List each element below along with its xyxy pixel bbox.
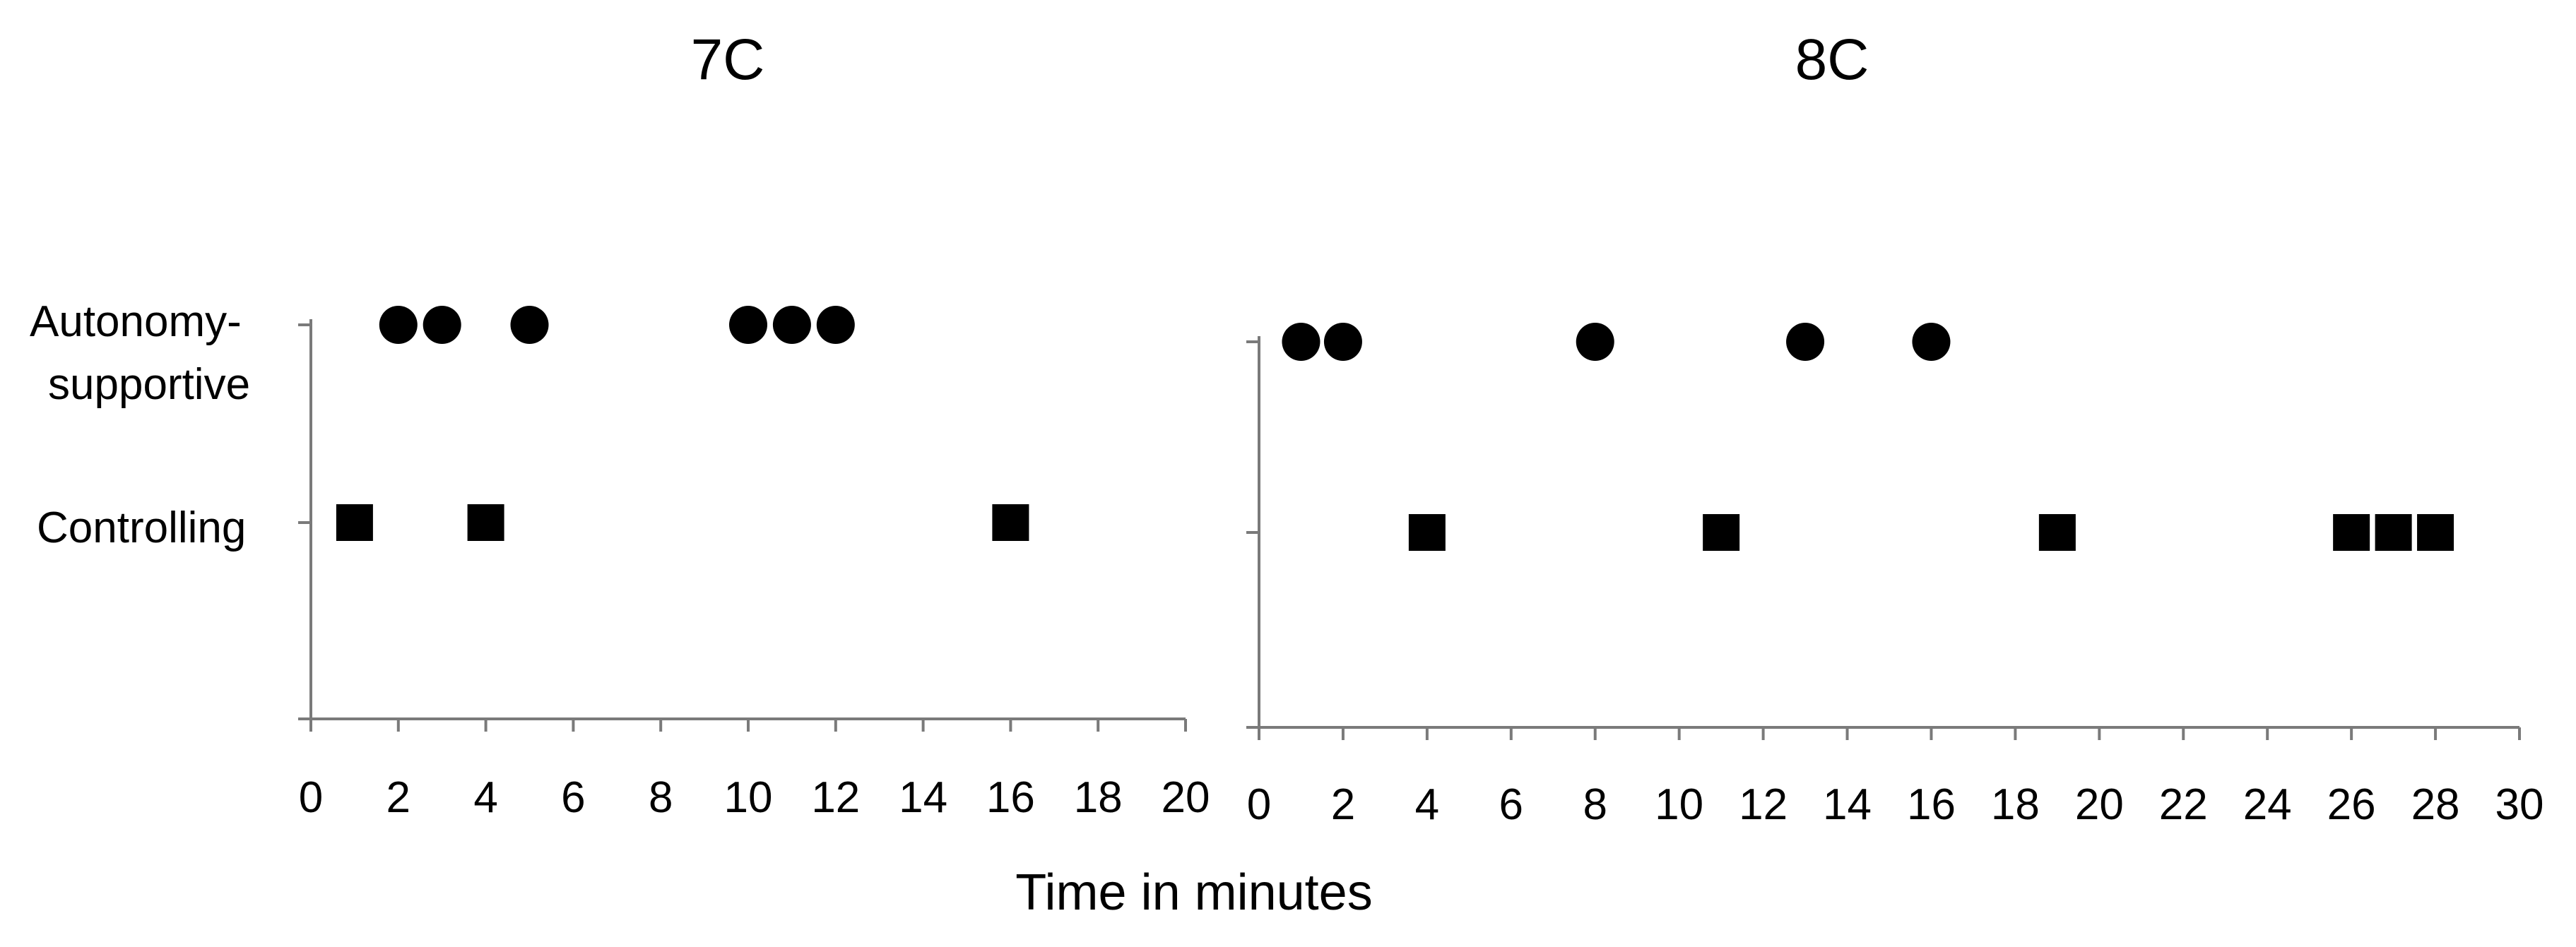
autonomy-supportive-point <box>816 306 855 344</box>
controlling-point <box>1703 514 1740 551</box>
x-tick-label: 26 <box>2327 780 2376 829</box>
x-tick-label: 2 <box>386 773 410 822</box>
x-tick-label: 18 <box>1074 773 1123 822</box>
x-tick-label: 20 <box>2075 780 2124 829</box>
autonomy-supportive-point <box>379 306 418 344</box>
axes-8c: 0 2 4 6 8 10 12 14 16 18 20 22 24 26 28 30 <box>1246 336 2543 829</box>
x-tick-label: 28 <box>2411 780 2460 829</box>
autonomy-supportive-point <box>1282 323 1321 361</box>
autonomy-supportive-point <box>510 306 549 344</box>
autonomy-supportive-point <box>772 306 811 344</box>
x-tick-label: 12 <box>1739 780 1788 829</box>
x-tick-label: 0 <box>299 773 323 822</box>
axes-7c: 0 2 4 6 8 10 12 14 16 18 20 <box>298 319 1210 822</box>
x-tick-label: 22 <box>2159 780 2208 829</box>
x-tick-label: 16 <box>986 773 1035 822</box>
category-label-controlling: Controlling <box>37 504 246 552</box>
x-tick-label: 16 <box>1907 780 1956 829</box>
x-tick-label: 14 <box>899 773 947 822</box>
x-tick-label: 10 <box>1655 780 1703 829</box>
autonomy-supportive-point <box>1576 323 1614 361</box>
x-tick-label: 10 <box>724 773 773 822</box>
x-tick-label: 14 <box>1823 780 1872 829</box>
category-label-autonomy-line2: supportive <box>48 360 250 409</box>
x-tick-label: 24 <box>2243 780 2292 829</box>
chart-title-8c: 8C <box>1795 28 1869 92</box>
marks-8c <box>1282 323 2454 551</box>
x-tick-label: 8 <box>1583 780 1607 829</box>
controlling-point <box>1408 514 1446 551</box>
x-tick-label: 4 <box>473 773 497 822</box>
chart-7c: 7C Autonomy- supportive Controlling 0 2 4 6… <box>30 28 1210 822</box>
x-tick-label: 20 <box>1162 773 1210 822</box>
x-axis-label: Time in minutes <box>1015 864 1372 921</box>
chart-8c: 8C 0 2 4 6 8 10 12 14 16 18 20 22 24 26 28 30 <box>1246 28 2543 829</box>
autonomy-supportive-point <box>1786 323 1825 361</box>
controlling-point <box>2417 514 2454 551</box>
chart-title-7c: 7C <box>691 28 765 92</box>
controlling-point <box>467 504 504 541</box>
x-tick-label: 0 <box>1247 780 1271 829</box>
category-label-autonomy-line1: Autonomy- <box>30 297 242 346</box>
x-tick-label: 6 <box>561 773 585 822</box>
controlling-point <box>2333 514 2370 551</box>
x-tick-label: 2 <box>1331 780 1355 829</box>
autonomy-supportive-point <box>1912 323 1951 361</box>
controlling-point <box>992 504 1029 541</box>
controlling-point <box>2038 514 2076 551</box>
marks-7c <box>336 306 1029 541</box>
autonomy-supportive-point <box>729 306 767 344</box>
controlling-point <box>336 504 373 541</box>
x-tick-label: 8 <box>649 773 673 822</box>
x-tick-label: 30 <box>2495 780 2544 829</box>
controlling-point <box>2375 514 2412 551</box>
x-tick-label: 12 <box>811 773 860 822</box>
x-tick-label: 6 <box>1499 780 1523 829</box>
x-tick-label: 18 <box>1991 780 2040 829</box>
autonomy-supportive-point <box>1323 323 1362 361</box>
autonomy-supportive-point <box>423 306 461 344</box>
x-tick-label: 4 <box>1415 780 1439 829</box>
